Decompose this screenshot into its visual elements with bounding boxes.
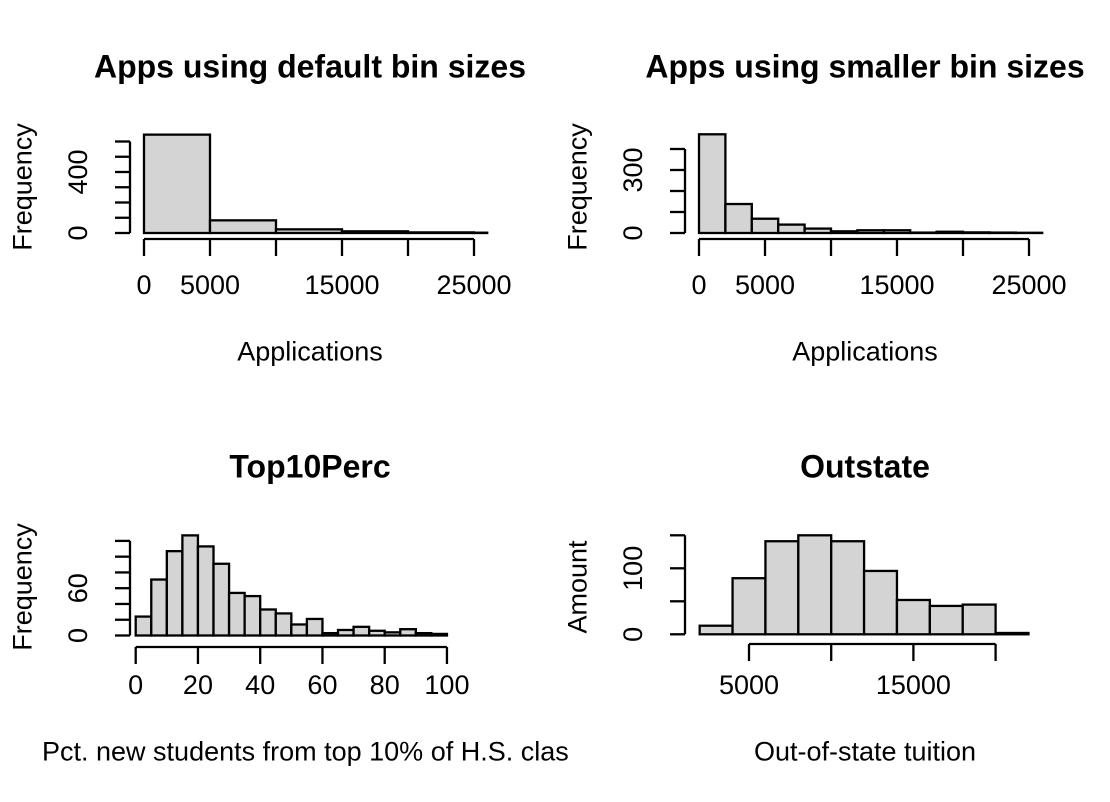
- histogram-bar: [399, 628, 417, 637]
- chart-title: Apps using smaller bin sizes: [645, 48, 1085, 85]
- x-axis-tick-label: 25000: [436, 270, 511, 300]
- histogram-bar: [274, 612, 293, 637]
- histogram-bar: [994, 631, 1030, 636]
- histogram-bar: [142, 133, 212, 235]
- histogram-bar: [830, 540, 866, 636]
- x-axis-label: Pct. new students from top 10% of H.S. c…: [42, 736, 569, 767]
- x-axis-tick-label: 0: [136, 270, 151, 300]
- y-axis-tick-label: 0: [618, 225, 648, 240]
- histogram-bar: [212, 562, 231, 637]
- y-axis-tick-label: 0: [63, 225, 93, 240]
- y-axis-tick-label: 400: [63, 149, 93, 194]
- histogram-bar: [290, 623, 309, 637]
- y-axis-tick-label: 60: [63, 573, 93, 603]
- histogram-plot-apps-default: 0 5000 15000 25000 0 400: [63, 133, 512, 300]
- histogram-bar: [150, 578, 168, 637]
- panel-apps-smaller-bins: Apps using smaller bin sizes Frequency A…: [555, 0, 1110, 402]
- panel-top10perc: Top10Perc Frequency Pct. new students fr…: [0, 400, 569, 802]
- chart-title: Top10Perc: [229, 448, 391, 485]
- x-axis-tick-label: 25000: [991, 270, 1066, 300]
- histogram-bar: [208, 219, 278, 235]
- histogram-bar: [165, 549, 184, 637]
- histogram-bar: [882, 229, 912, 235]
- x-axis-label: Applications: [792, 336, 938, 367]
- histogram-bar: [698, 624, 734, 636]
- histogram-bar: [336, 628, 355, 637]
- histogram-bar: [181, 534, 200, 637]
- histogram-bar: [367, 629, 386, 637]
- x-axis-tick-label: 100: [424, 670, 469, 700]
- panel-apps-default-bins: Apps using default bin sizes Frequency A…: [0, 0, 555, 402]
- x-axis-tick-label: 5000: [719, 670, 779, 700]
- histogram-bar: [764, 540, 800, 636]
- histogram-bar: [856, 229, 885, 235]
- panel-outstate: Outstate Amount Out-of-state tuition 500…: [555, 400, 1110, 802]
- x-axis-tick-label: 60: [307, 670, 337, 700]
- x-axis-tick-label: 5000: [735, 270, 795, 300]
- histogram-plot-top10perc: 0 20 40 60 80 100 0 60: [63, 534, 469, 700]
- histogram-bar: [935, 230, 965, 235]
- histogram-bar: [196, 545, 215, 637]
- histogram-bar: [829, 230, 859, 235]
- y-axis-tick-label: 0: [63, 628, 93, 643]
- histogram-bar: [961, 603, 997, 636]
- y-axis-tick-label: 300: [618, 147, 648, 192]
- x-axis-tick-label: 15000: [876, 670, 951, 700]
- histogram-bar: [414, 631, 433, 637]
- x-axis-tick-label: 5000: [180, 270, 240, 300]
- histogram-bar: [259, 608, 277, 637]
- y-axis-tick-label: 0: [618, 627, 648, 642]
- histogram-bar: [243, 594, 262, 637]
- x-axis-tick-label: 20: [183, 670, 213, 700]
- histogram-bar: [352, 625, 371, 637]
- x-axis-tick-label: 15000: [304, 270, 379, 300]
- histogram-bar: [406, 231, 476, 235]
- x-axis-tick-label: 0: [128, 670, 143, 700]
- x-axis-tick-label: 15000: [859, 270, 934, 300]
- histogram-bar: [134, 615, 153, 637]
- histogram-bar: [928, 604, 964, 636]
- histogram-bar: [750, 217, 780, 235]
- histogram-bar: [961, 231, 991, 235]
- histogram-bar: [227, 591, 246, 637]
- histogram-bar: [697, 133, 727, 235]
- chart-title: Outstate: [800, 448, 930, 485]
- histogram-bar: [274, 228, 344, 235]
- histogram-bar: [321, 631, 340, 637]
- y-axis-tick-label: 100: [618, 546, 648, 591]
- histogram-bar: [724, 202, 753, 235]
- x-axis-tick-label: 40: [245, 670, 275, 700]
- histogram-bar: [862, 569, 899, 636]
- x-axis-tick-label: 0: [691, 270, 706, 300]
- histogram-bar: [383, 631, 402, 637]
- histogram-bar: [797, 534, 833, 636]
- histogram-bar: [895, 598, 931, 636]
- histogram-plot-outstate: 5000 15000 0 100: [618, 534, 1030, 700]
- x-axis-label: Out-of-state tuition: [753, 736, 977, 767]
- histogram-bar: [340, 230, 410, 235]
- histogram-plot-apps-smaller: 0 5000 15000 25000 0 300: [618, 133, 1067, 300]
- histogram-bar: [777, 223, 806, 235]
- x-axis-tick-label: 80: [370, 670, 400, 700]
- histogram-bar: [803, 227, 833, 235]
- chart-title: Apps using default bin sizes: [93, 48, 527, 85]
- histogram-bar: [731, 577, 767, 636]
- x-axis-label: Applications: [237, 336, 383, 367]
- histogram-bar: [430, 632, 449, 637]
- histogram-bar: [305, 617, 324, 637]
